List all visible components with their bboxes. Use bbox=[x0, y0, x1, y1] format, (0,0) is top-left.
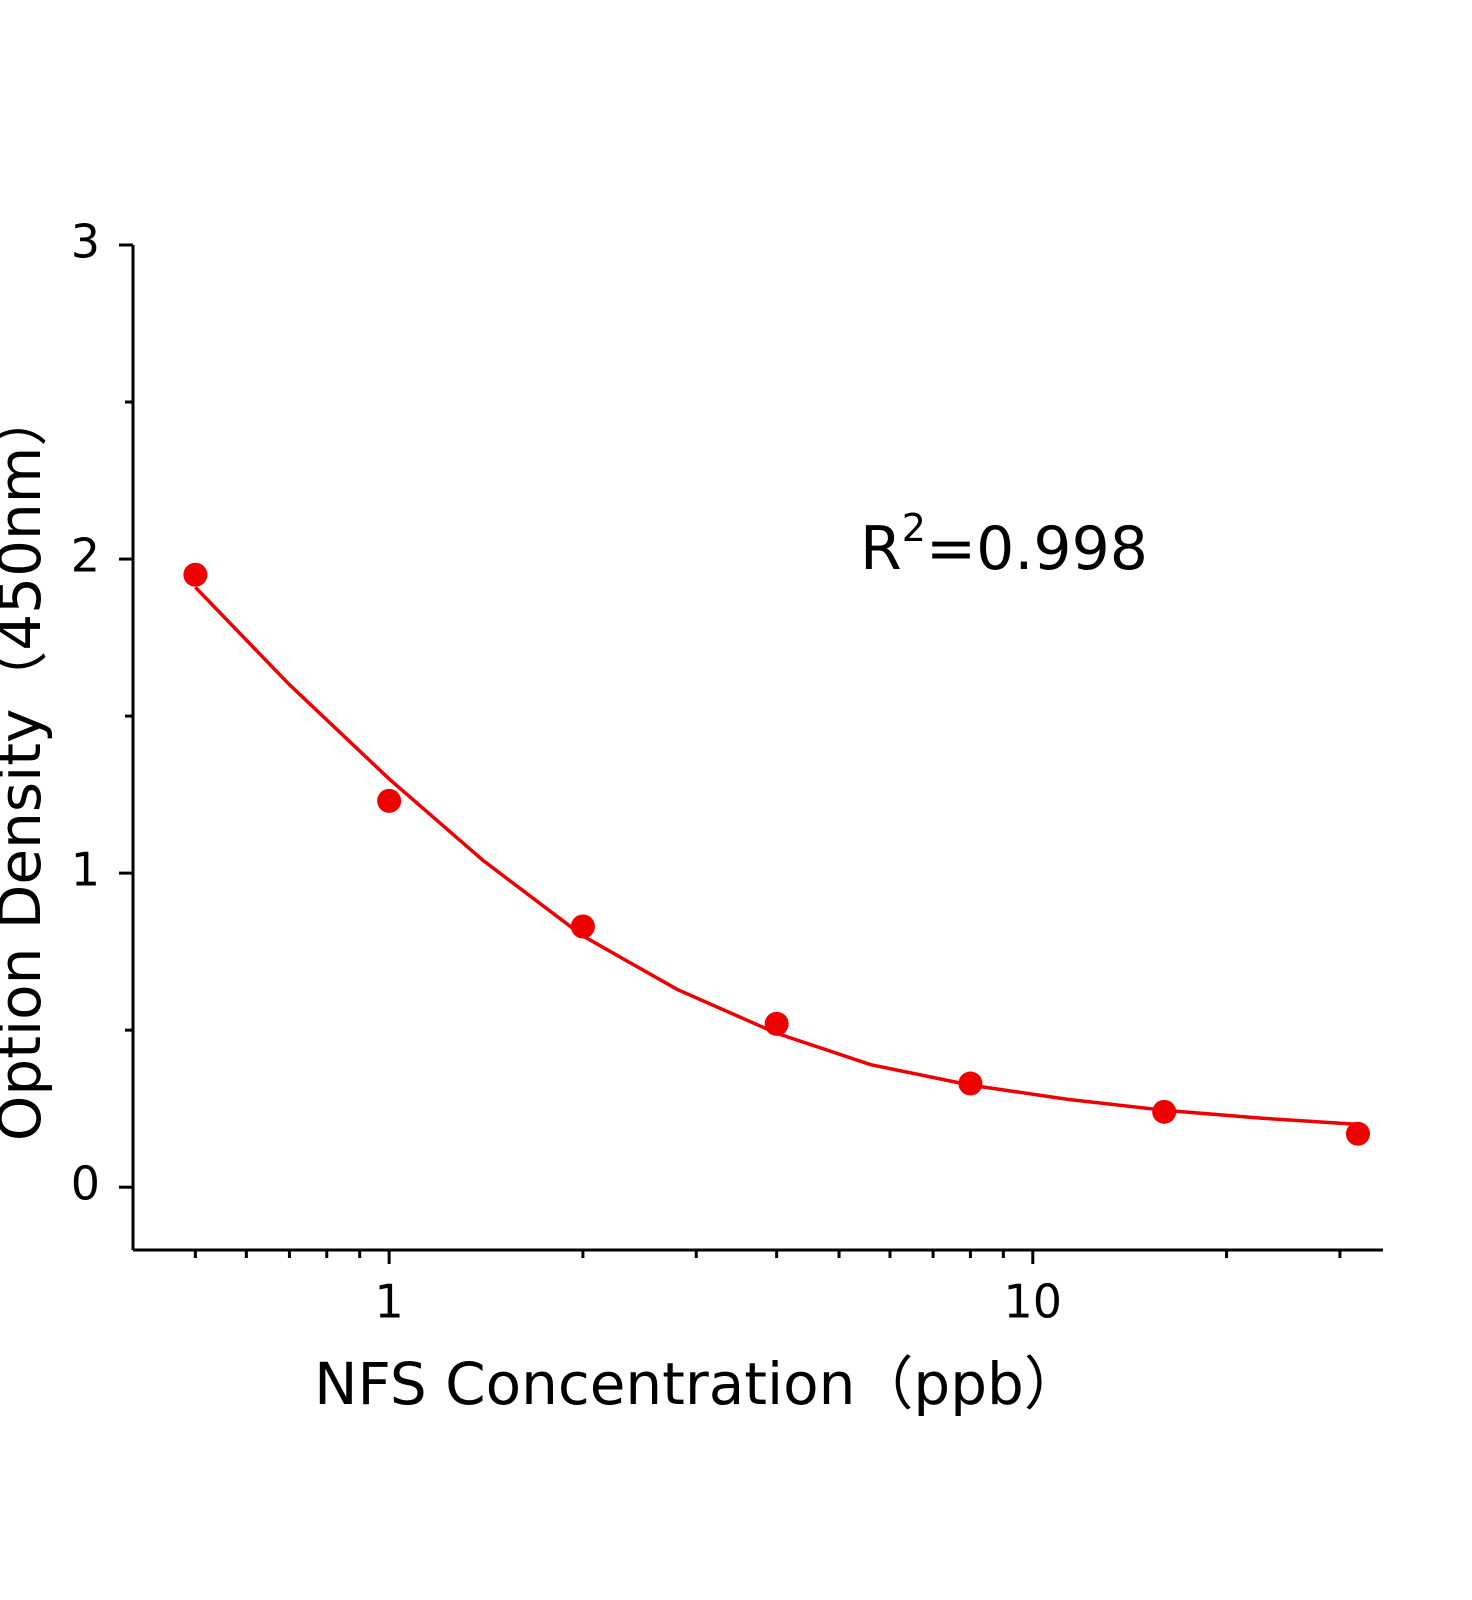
fit-curve bbox=[194, 586, 1359, 1127]
data-point bbox=[1345, 1121, 1370, 1146]
annotation-superscript: 2 bbox=[902, 506, 926, 550]
data-point bbox=[377, 788, 402, 813]
data-point bbox=[570, 914, 595, 939]
y-tick-label: 3 bbox=[71, 215, 100, 269]
y-tick-label: 1 bbox=[71, 843, 100, 897]
data-point bbox=[183, 562, 208, 587]
x-tick-label: 1 bbox=[374, 1275, 403, 1329]
data-point bbox=[764, 1011, 789, 1036]
y-tick-label: 0 bbox=[71, 1157, 100, 1211]
x-axis-title: NFS Concentration（ppb） bbox=[314, 1350, 1082, 1418]
x-tick-label: 10 bbox=[1004, 1275, 1063, 1329]
y-axis-title: Option Density（450nm） bbox=[0, 389, 54, 1141]
data-point bbox=[1152, 1099, 1177, 1124]
annotation: R2=0.998 bbox=[860, 506, 1148, 584]
data-point bbox=[958, 1071, 983, 1096]
annotation-base: R bbox=[860, 514, 902, 584]
y-tick-label: 2 bbox=[71, 529, 100, 583]
annotation-text: =0.998 bbox=[926, 514, 1148, 584]
